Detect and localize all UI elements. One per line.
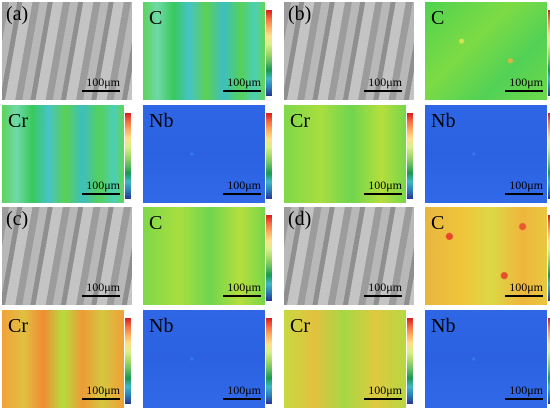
element-label: Nb — [149, 110, 174, 132]
scale-bar — [82, 295, 120, 297]
element-label: C — [149, 212, 163, 234]
eds-map-c: C 100μm — [425, 2, 547, 100]
colorbar — [266, 113, 272, 199]
scale-bar — [505, 193, 543, 195]
eds-map-nb: Nb 100μm — [143, 105, 265, 203]
colorbar — [548, 318, 550, 404]
eds-map-nb: Nb 100μm — [425, 105, 547, 203]
element-label: C — [149, 7, 163, 29]
scale-text: 100μm — [86, 75, 120, 89]
scale-text: 100μm — [368, 75, 402, 89]
colorbar — [125, 113, 131, 199]
scale-bar — [82, 90, 120, 92]
colorbar — [266, 10, 272, 96]
scale-text: 100μm — [86, 178, 120, 192]
eds-map-nb: Nb 100μm — [425, 310, 547, 408]
colorbar — [548, 10, 550, 96]
element-label: Cr — [8, 110, 28, 132]
scale-bar — [364, 295, 402, 297]
colorbar — [266, 318, 272, 404]
eds-map-c: C 100μm — [425, 207, 547, 305]
colorbar — [407, 318, 413, 404]
panel-label: (b) — [288, 3, 312, 25]
scale-text: 100μm — [227, 178, 261, 192]
element-label: Nb — [149, 315, 174, 337]
eds-map-cr: Cr 100μm — [284, 310, 406, 408]
scale-text: 100μm — [368, 383, 402, 397]
scale-bar — [364, 90, 402, 92]
scale-bar — [223, 90, 261, 92]
scale-text: 100μm — [227, 75, 261, 89]
scale-bar — [505, 90, 543, 92]
scale-text: 100μm — [509, 75, 543, 89]
sem-image: (d) 100μm — [284, 207, 414, 305]
element-label: Nb — [431, 110, 456, 132]
sem-image: (c) 100μm — [2, 207, 132, 305]
scale-text: 100μm — [227, 280, 261, 294]
scale-text: 100μm — [509, 178, 543, 192]
scale-bar — [505, 398, 543, 400]
panel-label: (a) — [6, 3, 29, 25]
scale-text: 100μm — [86, 280, 120, 294]
eds-map-nb: Nb 100μm — [143, 310, 265, 408]
colorbar — [266, 215, 272, 301]
scale-text: 100μm — [227, 383, 261, 397]
scale-text: 100μm — [86, 383, 120, 397]
element-label: C — [431, 212, 445, 234]
element-label: Cr — [8, 315, 28, 337]
scale-bar — [223, 398, 261, 400]
panel-label: (d) — [288, 208, 312, 230]
eds-map-cr: Cr 100μm — [284, 105, 406, 203]
eds-map-c: C 100μm — [143, 2, 265, 100]
colorbar — [407, 113, 413, 199]
scale-bar — [223, 295, 261, 297]
scale-bar — [364, 193, 402, 195]
scale-text: 100μm — [509, 280, 543, 294]
eds-map-cr: Cr 100μm — [2, 310, 124, 408]
scale-bar — [82, 193, 120, 195]
eds-map-c: C 100μm — [143, 207, 265, 305]
panel-label: (c) — [6, 208, 29, 230]
scale-bar — [223, 193, 261, 195]
scale-bar — [82, 398, 120, 400]
colorbar — [548, 113, 550, 199]
colorbar — [125, 318, 131, 404]
scale-text: 100μm — [368, 178, 402, 192]
element-label: Cr — [290, 315, 310, 337]
scale-text: 100μm — [368, 280, 402, 294]
sem-image: (a) 100μm — [2, 2, 132, 100]
scale-bar — [364, 398, 402, 400]
scale-bar — [505, 295, 543, 297]
element-label: Nb — [431, 315, 456, 337]
eds-map-cr: Cr 100μm — [2, 105, 124, 203]
sem-image: (b) 100μm — [284, 2, 414, 100]
element-label: C — [431, 7, 445, 29]
colorbar — [548, 215, 550, 301]
scale-text: 100μm — [509, 383, 543, 397]
element-label: Cr — [290, 110, 310, 132]
